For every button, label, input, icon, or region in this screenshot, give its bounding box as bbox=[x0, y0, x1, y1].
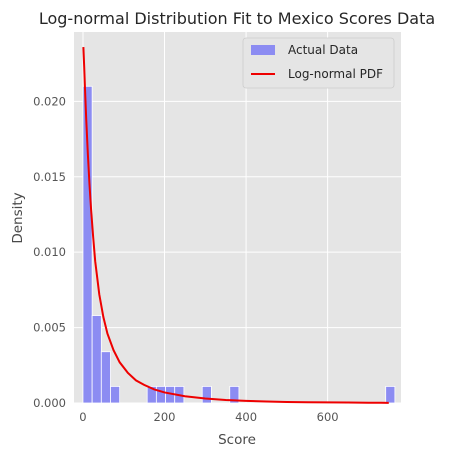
x-tick-label: 200 bbox=[154, 410, 176, 424]
x-axis-label: Score bbox=[218, 432, 256, 448]
legend-bar-swatch bbox=[251, 45, 275, 55]
legend-box bbox=[242, 37, 395, 89]
histogram-bar bbox=[155, 386, 166, 404]
y-tick-label: 0.010 bbox=[33, 245, 66, 259]
x-tick-label: 0 bbox=[79, 410, 86, 424]
y-tick-label: 0.015 bbox=[33, 170, 66, 184]
histogram-bar bbox=[229, 386, 240, 404]
chart-title: Log-normal Distribution Fit to Mexico Sc… bbox=[39, 9, 435, 28]
legend-label-lognormal-pdf: Log-normal PDF bbox=[288, 67, 383, 81]
histogram-bar bbox=[91, 315, 102, 404]
y-tick-label: 0.005 bbox=[33, 321, 66, 335]
histogram-bar bbox=[82, 85, 93, 404]
legend-label-actual-data: Actual Data bbox=[288, 43, 358, 57]
y-axis-ticks: 0.000 0.005 0.010 0.015 0.020 bbox=[33, 94, 66, 410]
y-axis-label: Density bbox=[10, 192, 26, 243]
lognormal-pdf-line bbox=[82, 47, 389, 404]
legend: Actual Data Log-normal PDF bbox=[242, 37, 395, 89]
histogram-bar bbox=[201, 386, 212, 404]
x-tick-label: 400 bbox=[235, 410, 257, 424]
histogram-bar bbox=[110, 386, 121, 404]
histogram-bar bbox=[100, 351, 111, 404]
y-tick-label: 0.020 bbox=[33, 94, 66, 108]
y-tick-label: 0.000 bbox=[33, 396, 66, 410]
histogram-bar bbox=[385, 386, 396, 404]
plot-background bbox=[74, 32, 401, 403]
x-tick-label: 600 bbox=[317, 410, 339, 424]
x-axis-ticks: 0 200 400 600 bbox=[79, 410, 338, 424]
